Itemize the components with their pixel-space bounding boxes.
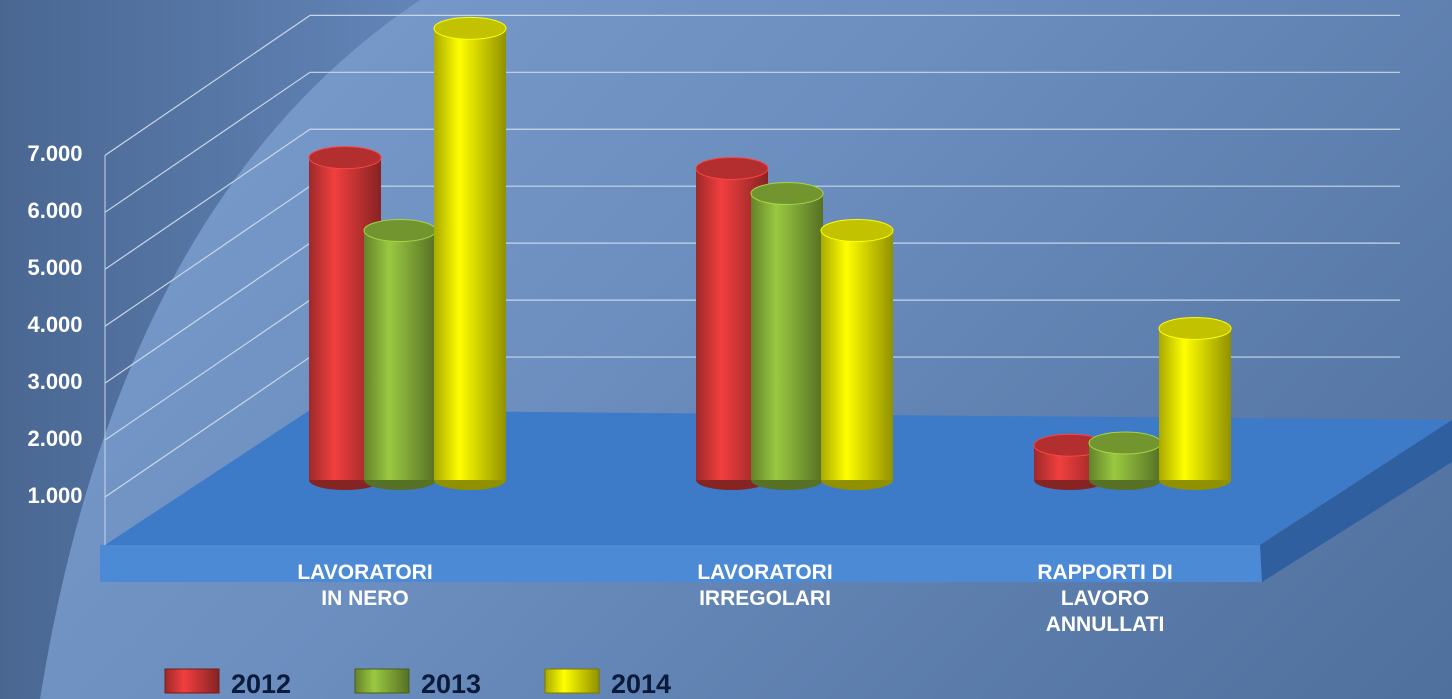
bar-body [821, 230, 893, 480]
x-tick-label: LAVORATORI IN NERO [297, 561, 433, 610]
legend-swatch [544, 668, 600, 694]
x-tick-label: LAVORATORI IRREGOLARI [697, 561, 833, 610]
floor-front [100, 545, 1262, 582]
legend-swatch [354, 668, 410, 694]
bar-body [434, 28, 506, 480]
y-tick-label: 5.000 [27, 255, 82, 280]
bar-top [820, 219, 894, 243]
bar [750, 182, 824, 490]
bar-body [1159, 328, 1231, 480]
bar-top [695, 156, 769, 180]
bar [363, 219, 437, 490]
legend: 2012 2013 2014 [164, 668, 671, 699]
bar-top [363, 219, 437, 243]
bar-top [433, 16, 507, 40]
x-tick-label: RAPPORTI DI LAVORO ANNULLATI [1037, 561, 1173, 636]
y-tick-label: 6.000 [27, 198, 82, 223]
floor-side [1260, 420, 1452, 582]
grid-line [104, 128, 1400, 270]
y-tick-label: 1.000 [27, 483, 82, 508]
bar-body [751, 193, 823, 480]
y-tick-label: 2.000 [27, 426, 82, 451]
legend-swatch [164, 668, 220, 694]
bar-top [1158, 316, 1232, 340]
bar-body [364, 230, 436, 480]
y-tick-label: 4.000 [27, 312, 82, 337]
bar [1088, 431, 1162, 490]
bar-top [1088, 431, 1162, 455]
bars [308, 16, 1232, 490]
y-tick-label: 3.000 [27, 369, 82, 394]
grid-line [104, 14, 1400, 156]
back-wall: 1.000 2.000 3.000 4.000 5.000 6.000 7.000 [27, 14, 1400, 545]
grid-line [104, 71, 1400, 213]
legend-label: 2013 [421, 669, 481, 699]
bar-top [308, 146, 382, 170]
legend-label: 2012 [231, 669, 291, 699]
y-tick-label: 7.000 [27, 141, 82, 166]
legend-label: 2014 [611, 669, 671, 699]
bar [820, 219, 894, 490]
bar [433, 16, 507, 490]
bar-top [750, 182, 824, 206]
bar [1158, 316, 1232, 490]
